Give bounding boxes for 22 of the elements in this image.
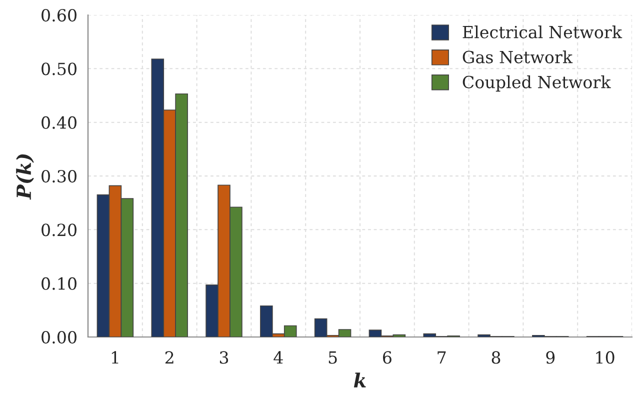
- legend-label: Gas Network: [462, 50, 573, 64]
- legend-label: Electrical Network: [462, 26, 622, 38]
- y-tick-label: 0.50: [42, 62, 76, 76]
- x-tick-label: 4: [274, 351, 283, 364]
- y-tick-label: 0.30: [42, 170, 76, 183]
- x-tick-label: 6: [383, 351, 392, 364]
- y-tick-label: 0.40: [42, 116, 76, 129]
- x-tick-label: 3: [220, 351, 228, 364]
- y-tick-label: 0.00: [42, 330, 76, 344]
- x-tick-label: 10: [596, 351, 614, 364]
- legend-label: Coupled Network: [462, 75, 611, 92]
- x-tick-label: 9: [546, 351, 555, 364]
- y-tick-label: 0.60: [42, 8, 76, 22]
- y-tick-label: 0.10: [42, 277, 76, 290]
- y-axis-title: P(k): [16, 154, 34, 200]
- x-axis-title: k: [354, 372, 366, 388]
- y-tick-label: 0.20: [42, 224, 76, 236]
- x-tick-label: 8: [492, 351, 500, 364]
- x-tick-label: 2: [165, 351, 174, 364]
- x-tick-label: 5: [328, 351, 337, 364]
- x-tick-label: 7: [438, 351, 446, 364]
- x-tick-label: 1: [112, 351, 118, 364]
